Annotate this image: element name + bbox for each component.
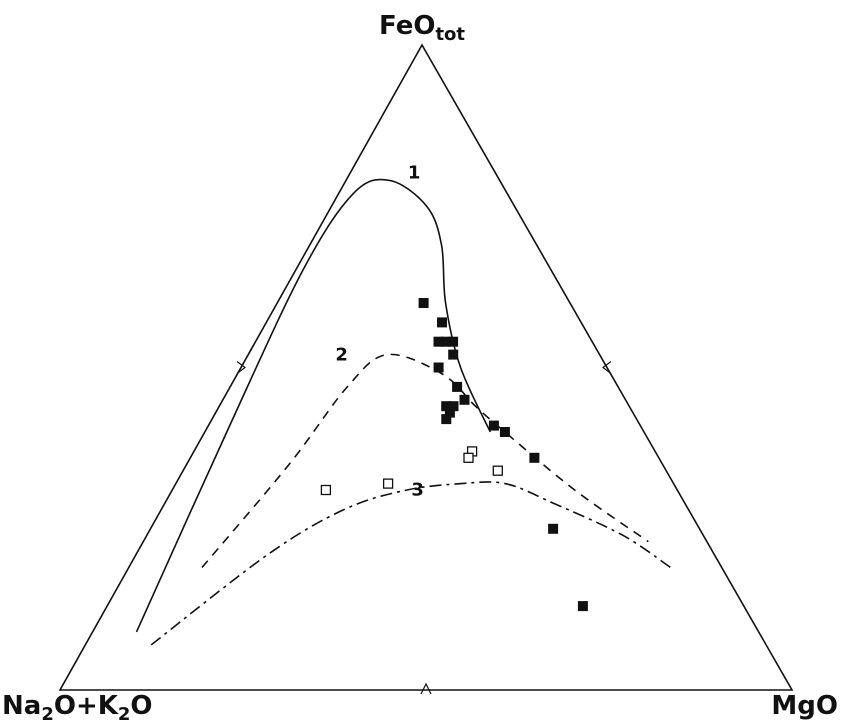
left-edge-tick [236, 361, 246, 374]
vertex-labels: FeOtot Na2O+K2O MgO [2, 11, 838, 720]
vertex-label-right: MgO [771, 691, 838, 720]
open-square-point [463, 452, 474, 463]
filled-square-point [437, 317, 447, 328]
open-square-point [492, 465, 503, 476]
triangle-frame [58, 43, 794, 695]
reference-curves [135, 178, 671, 646]
open-square-point [320, 484, 332, 496]
filled-square-point [499, 427, 510, 437]
curve-label-3: 3 [411, 480, 424, 501]
vertex-label-left: Na2O+K2O [2, 691, 153, 720]
filled-square-point [529, 452, 540, 463]
curve-label-2: 2 [335, 345, 348, 366]
filled-square-point [548, 523, 559, 534]
curve-1 [135, 178, 492, 633]
filled-square-point [433, 362, 444, 373]
curve-label-1: 1 [408, 162, 421, 183]
filled-square-point [441, 414, 452, 425]
vertex-label-top: FeOtot [379, 11, 465, 45]
filled-square-point [452, 381, 463, 392]
right-edge-tick [602, 361, 612, 374]
filled-square-point [459, 394, 470, 405]
curve-3 [150, 481, 671, 646]
filled-square-point [448, 336, 459, 347]
filled-square-point [418, 298, 429, 308]
curve-2 [201, 353, 649, 569]
triangle-outline [58, 43, 794, 691]
curve-labels: 1 2 3 [335, 162, 424, 500]
bottom-edge-tick [420, 682, 432, 695]
data-points [320, 298, 588, 612]
filled-square-point [448, 349, 459, 360]
open-square-point [382, 478, 394, 489]
filled-square-point [577, 601, 588, 612]
filled-square-point [488, 420, 499, 431]
